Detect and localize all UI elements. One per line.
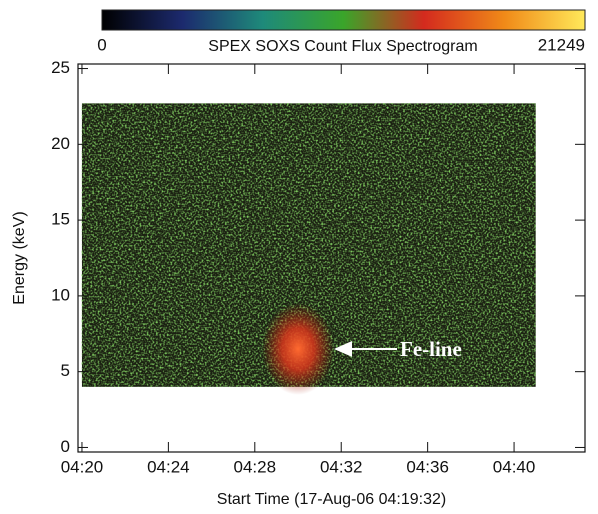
x-tick-label: 04:24 [147,457,190,476]
x-tick-label: 04:40 [493,457,536,476]
x-tick-label: 04:20 [61,457,104,476]
colorbar-max-label: 21249 [538,35,585,54]
x-axis-label: Start Time (17-Aug-06 04:19:32) [217,491,446,508]
x-tick-label: 04:36 [406,457,449,476]
y-tick-label: 15 [51,210,70,229]
y-tick-label: 10 [51,285,70,304]
y-tick-label: 25 [51,58,70,77]
plot-frame [77,63,586,453]
y-tick-label: 0 [61,437,70,456]
colorbar [101,9,586,31]
y-tick-label: 5 [61,361,70,380]
chart-title: SPEX SOXS Count Flux Spectrogram [208,38,477,55]
annotation: Fe-line [400,337,462,361]
fe-line-peak [262,302,335,395]
y-tick-label: 20 [51,134,70,153]
x-tick-label: 04:28 [234,457,277,476]
y-axis-label: Energy (keV) [11,211,28,304]
x-tick-label: 04:32 [320,457,363,476]
colorbar-min-label: 0 [97,35,106,54]
